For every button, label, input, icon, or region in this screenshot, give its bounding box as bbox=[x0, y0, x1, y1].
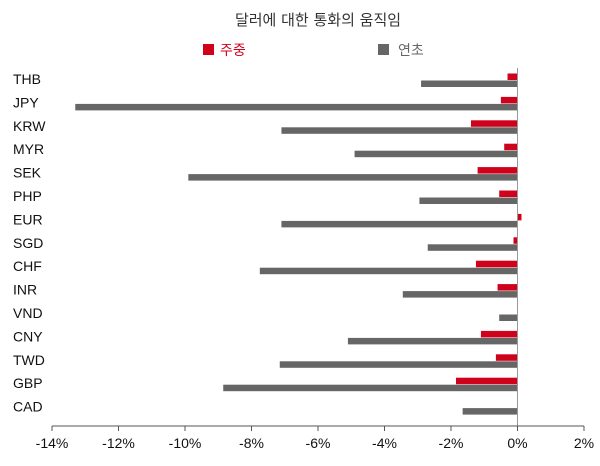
bar-ytd-vnd bbox=[499, 314, 518, 321]
bar-ytd-jpy bbox=[75, 103, 518, 111]
category-label-php: PHP bbox=[13, 188, 42, 204]
bar-weekly-sek bbox=[477, 167, 518, 174]
category-label-thb: THB bbox=[13, 71, 41, 87]
bar-ytd-php bbox=[419, 197, 518, 204]
bar-ytd-gbp bbox=[223, 384, 518, 392]
category-label-vnd: VND bbox=[13, 305, 43, 321]
bar-ytd-twd bbox=[279, 361, 518, 368]
category-label-twd: TWD bbox=[13, 352, 45, 368]
bar-ytd-eur bbox=[281, 220, 518, 228]
bar-ytd-krw bbox=[281, 127, 518, 134]
bar-weekly-gbp bbox=[455, 377, 518, 385]
category-label-sek: SEK bbox=[13, 165, 42, 181]
chart-title: 달러에 대한 통화의 움직임 bbox=[235, 11, 401, 29]
bar-weekly-krw bbox=[470, 120, 518, 127]
plot-area: THB JPY KRW MYR SEK PHP EUR SGD CHF INR VND CNY TWD G… bbox=[13, 68, 594, 451]
x-tick-label: -6% bbox=[306, 435, 331, 451]
category-label-jpy: JPY bbox=[13, 94, 39, 110]
category-label-chf: CHF bbox=[13, 258, 42, 274]
bar-ytd-cny bbox=[347, 337, 518, 345]
bar-weekly-inr bbox=[497, 284, 518, 291]
legend-label-weekly: 주중 bbox=[220, 43, 246, 59]
bar-ytd-cad bbox=[462, 408, 518, 415]
bar-weekly-chf bbox=[475, 260, 518, 268]
x-tick-label: -12% bbox=[102, 435, 135, 451]
bar-ytd-chf bbox=[259, 267, 518, 275]
x-tick-label: -8% bbox=[239, 435, 264, 451]
x-tick-label: -2% bbox=[439, 435, 464, 451]
bar-weekly-twd bbox=[495, 354, 518, 361]
bar-weekly-myr bbox=[504, 143, 518, 151]
bar-weekly-jpy bbox=[500, 96, 518, 104]
bar-weekly-cny bbox=[480, 330, 518, 338]
category-label-sgd: SGD bbox=[13, 235, 43, 251]
legend-label-ytd: 연초 bbox=[398, 43, 424, 59]
bar-weekly-thb bbox=[507, 73, 518, 80]
category-label-cny: CNY bbox=[13, 328, 43, 344]
bar-ytd-sek bbox=[188, 174, 518, 181]
category-label-krw: KRW bbox=[13, 118, 46, 134]
bar-weekly-eur bbox=[517, 213, 522, 221]
bar-ytd-sgd bbox=[427, 244, 518, 251]
category-label-eur: EUR bbox=[13, 211, 43, 227]
legend-swatch-weekly bbox=[203, 44, 214, 55]
bar-ytd-inr bbox=[402, 291, 518, 298]
category-label-myr: MYR bbox=[13, 141, 44, 157]
x-tick-label: -10% bbox=[169, 435, 202, 451]
category-label-cad: CAD bbox=[13, 399, 43, 415]
category-label-gbp: GBP bbox=[13, 375, 43, 391]
x-tick-label: 2% bbox=[574, 435, 594, 451]
bar-ytd-myr bbox=[354, 150, 518, 158]
chart-legend: 주중 연초 bbox=[203, 43, 424, 59]
legend-swatch-ytd bbox=[378, 44, 389, 55]
bar-weekly-sgd bbox=[513, 237, 518, 244]
category-label-inr: INR bbox=[13, 282, 37, 298]
x-tick-label: -4% bbox=[372, 435, 397, 451]
x-tick-label: 0% bbox=[507, 435, 527, 451]
bar-ytd-thb bbox=[421, 80, 518, 87]
bar-weekly-php bbox=[499, 190, 518, 197]
x-tick-label: -14% bbox=[36, 435, 69, 451]
